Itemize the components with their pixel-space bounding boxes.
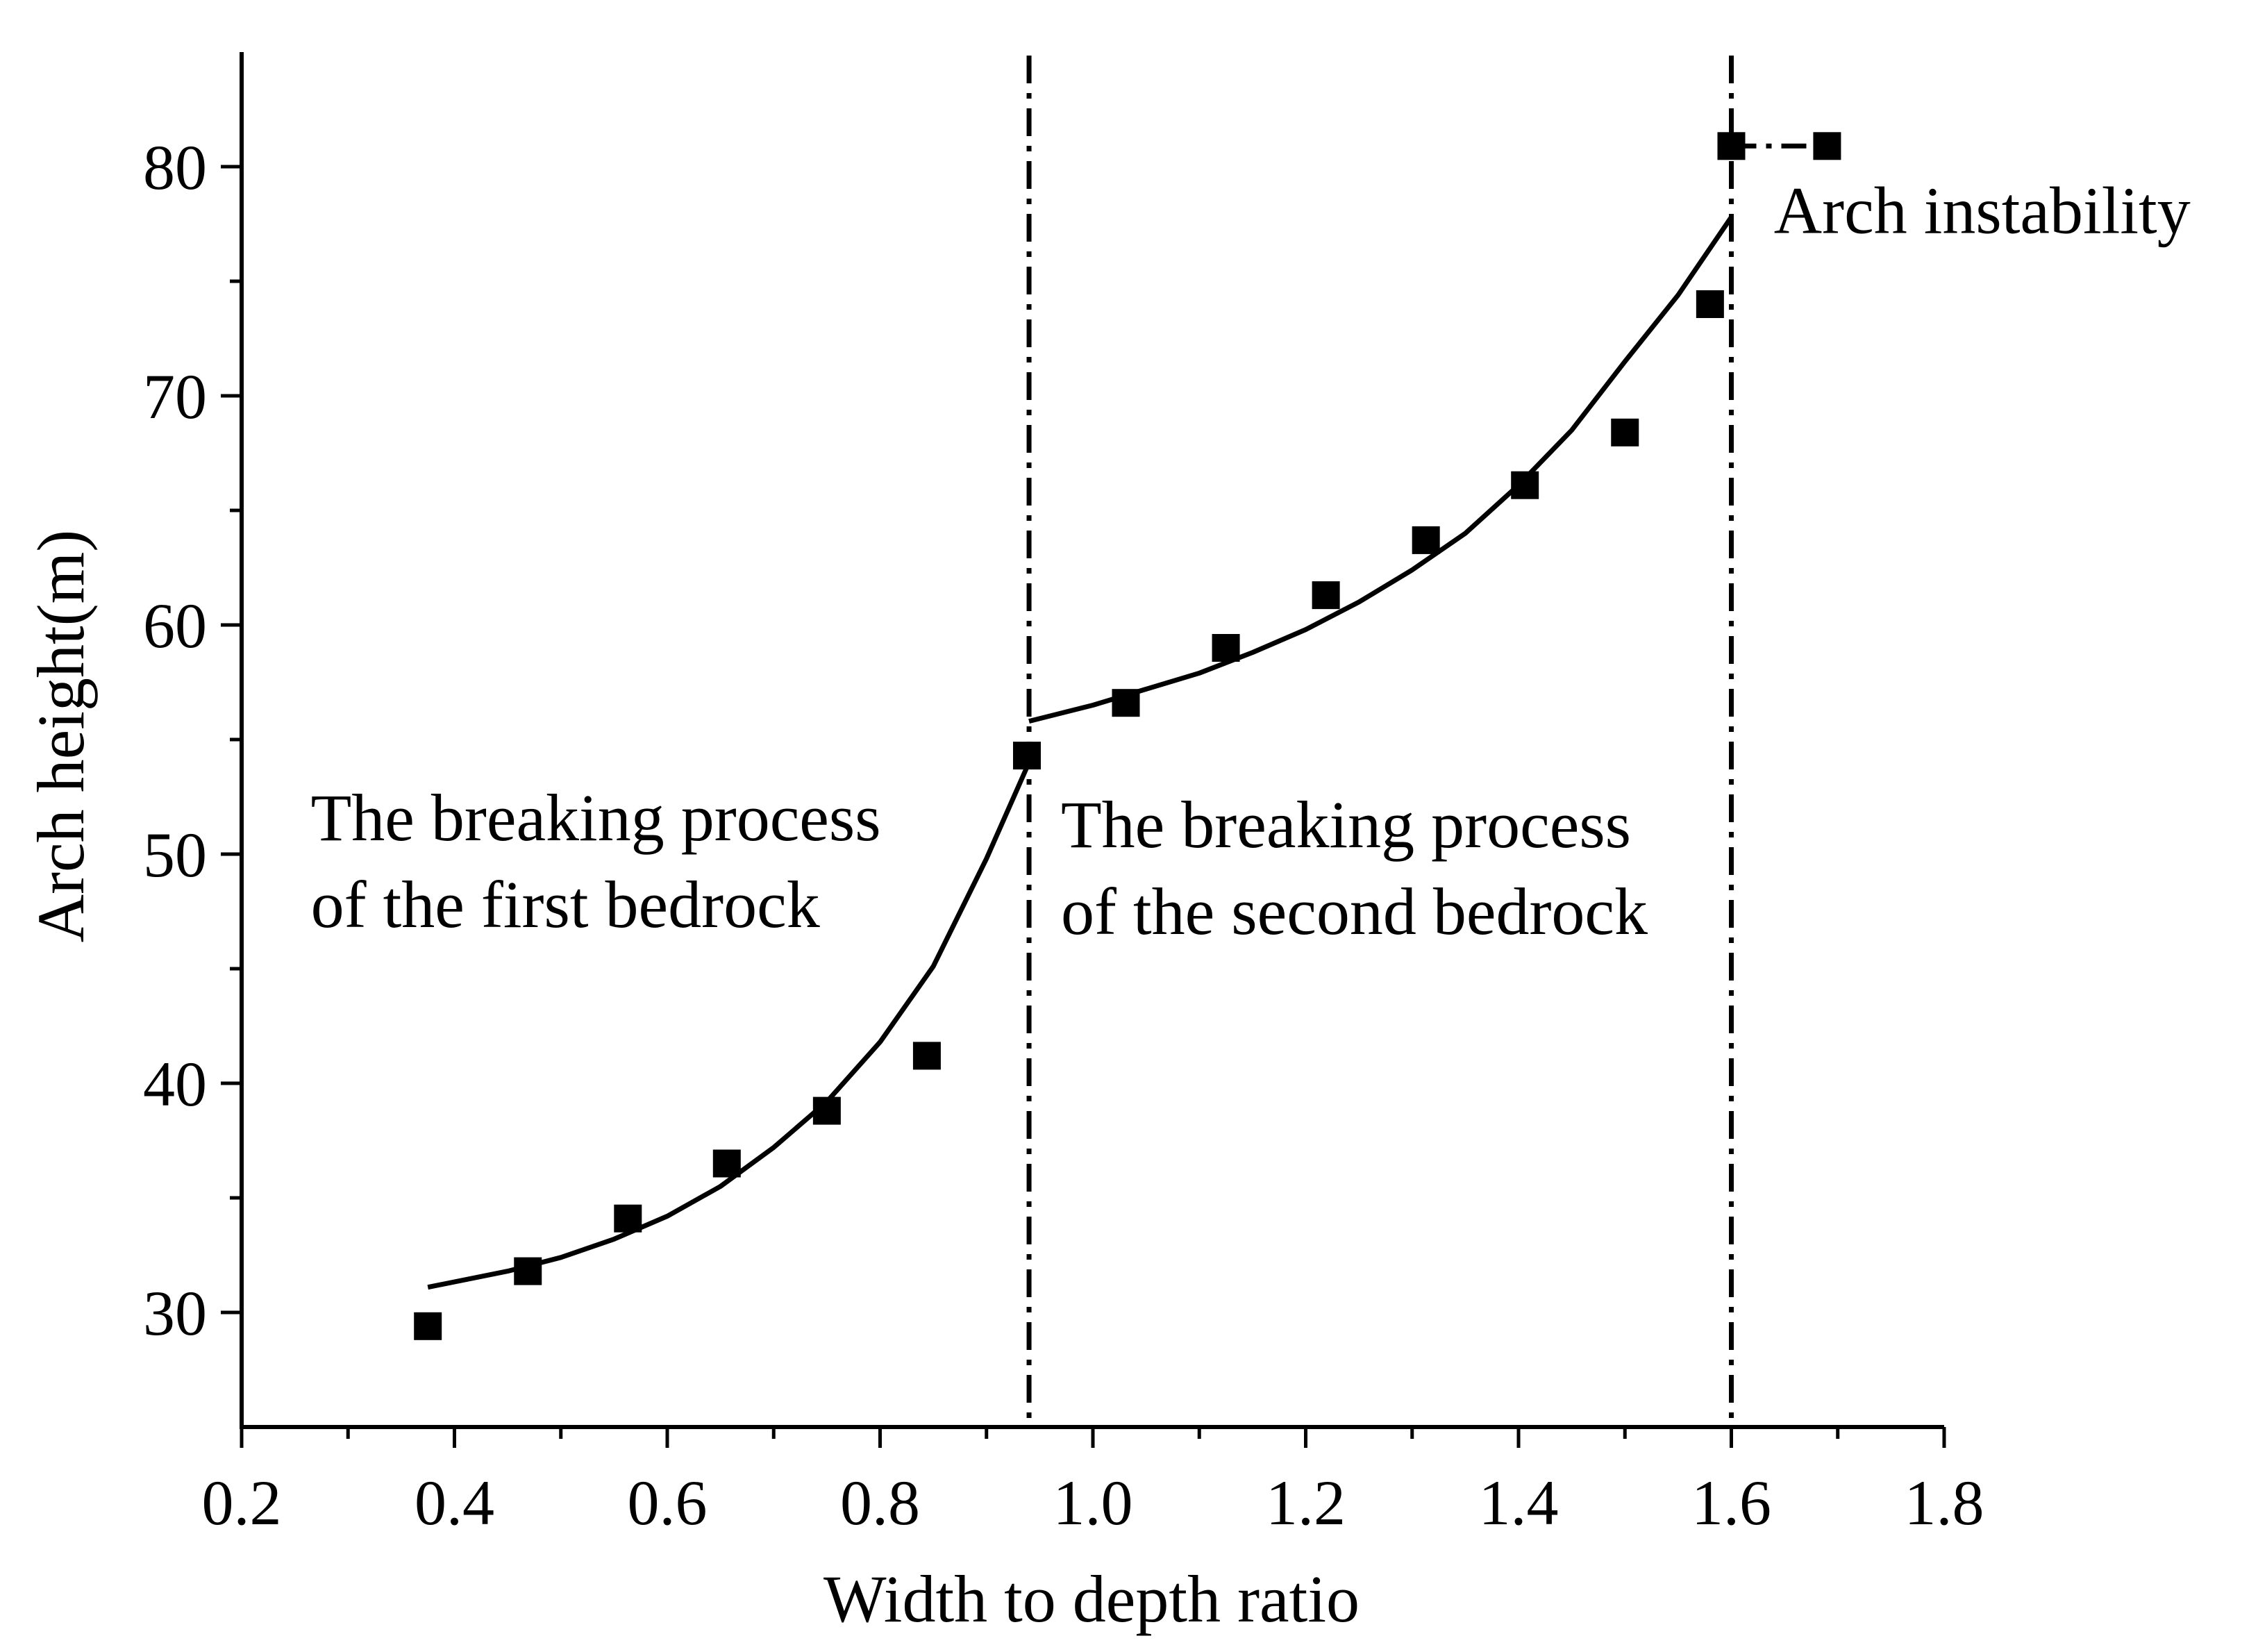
annotations: The breaking process of the first bedrock… — [311, 174, 2191, 949]
y-tick-label: 40 — [143, 1049, 207, 1119]
data-point — [414, 1312, 442, 1340]
annotation-line: The breaking process — [311, 781, 881, 855]
annotation-line: of the first bedrock — [311, 867, 820, 942]
data-point — [712, 1149, 741, 1178]
data-point — [1611, 418, 1639, 447]
data-point — [1212, 634, 1240, 662]
y-tick-label: 30 — [143, 1278, 207, 1349]
annotation-line: of the second bedrock — [1061, 874, 1648, 949]
data-point — [1012, 742, 1041, 770]
divider-lines — [1026, 56, 1734, 1427]
x-axis-title: Width to depth ratio — [823, 1562, 1360, 1636]
x-tick-label: 0.4 — [415, 1467, 494, 1538]
y-tick-label: 70 — [143, 361, 207, 432]
y-tick-label: 60 — [143, 590, 207, 661]
data-point — [1717, 132, 1746, 160]
x-tick-label: 0.8 — [840, 1467, 920, 1538]
data-point — [514, 1257, 542, 1285]
x-tick-label: 1.6 — [1691, 1467, 1771, 1538]
annotation-text: Arch instability — [1774, 174, 2191, 248]
x-tick-label: 1.8 — [1905, 1467, 1984, 1538]
x-tick-label: 1.4 — [1479, 1467, 1559, 1538]
x-tick-label: 0.2 — [202, 1467, 282, 1538]
x-tick-label: 1.0 — [1053, 1467, 1133, 1538]
data-point — [1112, 689, 1140, 717]
annotation-line: Arch instability — [1774, 174, 2191, 248]
data-point — [812, 1096, 841, 1125]
y-tick-label: 80 — [143, 132, 207, 203]
data-point — [1813, 132, 1841, 160]
y-axis-title: Arch height(m) — [24, 530, 98, 942]
data-point — [912, 1042, 941, 1070]
fit-curves — [427, 143, 1828, 1290]
data-point — [614, 1204, 642, 1233]
annotation-text: The breaking process of the first bedrock — [311, 781, 881, 942]
x-tick-label: 0.6 — [628, 1467, 708, 1538]
data-points — [414, 132, 1841, 1340]
fit-curve — [427, 761, 1032, 1290]
annotation-text: The breaking process of the second bedroc… — [1061, 787, 1648, 949]
data-point — [1312, 581, 1340, 610]
data-point — [1412, 526, 1440, 554]
annotation-line: The breaking process — [1061, 787, 1631, 862]
y-tick-label: 50 — [143, 819, 207, 890]
axes: 0.2 0.4 0.6 0.8 1.0 1.2 1.4 1.6 1.8 30 40 50 60 70 80 — [143, 52, 1984, 1538]
fit-curve — [1028, 215, 1734, 724]
data-point — [1511, 471, 1539, 499]
data-point — [1696, 290, 1724, 318]
x-tick-label: 1.2 — [1266, 1467, 1346, 1538]
